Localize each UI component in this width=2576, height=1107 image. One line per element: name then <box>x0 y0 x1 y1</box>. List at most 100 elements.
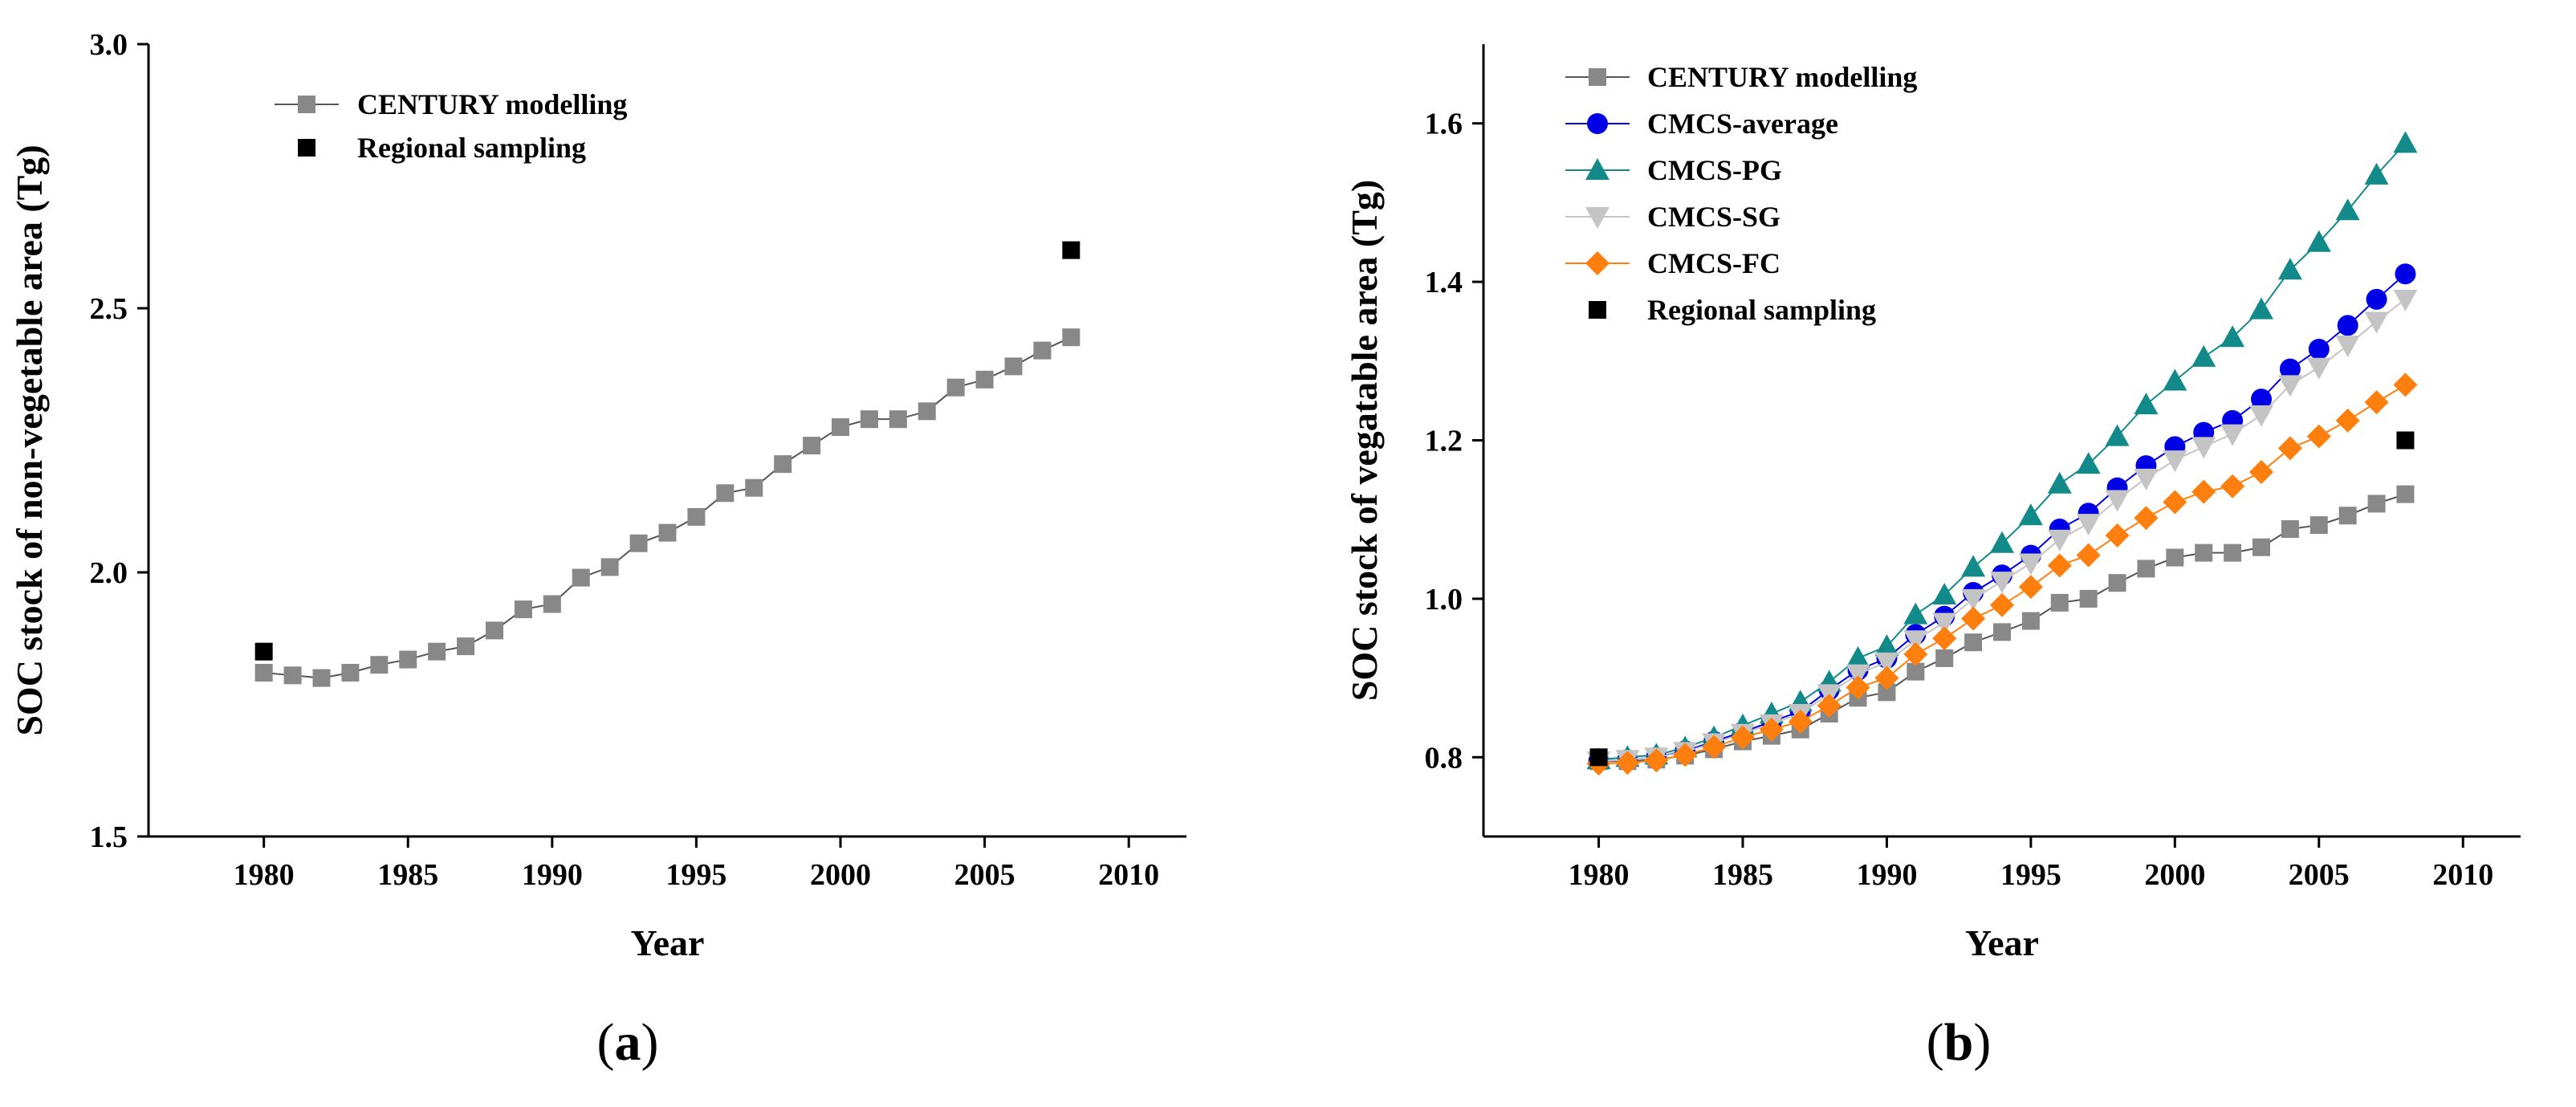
data-point-cmcs_fc <box>2134 506 2159 531</box>
data-point-century <box>975 370 994 389</box>
data-point-cmcs_pg <box>2249 297 2273 319</box>
legend-marker-cmcs_pg <box>1585 158 1609 180</box>
legend-marker-cmcs_average <box>1587 113 1608 134</box>
data-point-cmcs_fc <box>2364 390 2389 415</box>
data-point-century <box>1935 649 1954 667</box>
data-point-cmcs_pg <box>1874 634 1899 657</box>
data-point-cmcs_fc <box>1874 665 1899 690</box>
series-sampling <box>1589 431 2415 767</box>
data-point-cmcs_fc <box>2249 459 2273 484</box>
data-point-cmcs_sg <box>1903 630 1928 653</box>
data-point-century <box>543 595 561 613</box>
data-point-cmcs_sg <box>2220 424 2245 446</box>
data-point-century <box>600 558 619 576</box>
data-point-cmcs_pg <box>1990 531 2014 553</box>
data-point-century <box>2108 574 2126 592</box>
data-point-cmcs_pg <box>2076 452 2101 474</box>
data-point-century <box>918 402 936 421</box>
data-point-century <box>283 666 302 685</box>
data-point-century <box>312 669 331 687</box>
data-point-cmcs_average <box>2251 389 2272 410</box>
series-sampling <box>254 241 1080 661</box>
data-point-cmcs_pg <box>2018 503 2043 526</box>
data-point-cmcs_fc <box>2220 474 2245 499</box>
data-point-century <box>2050 593 2069 612</box>
y-tick-label: 3.0 <box>90 28 128 62</box>
x-tick-label: 1995 <box>2000 858 2061 892</box>
data-point-cmcs_fc <box>1615 751 1640 775</box>
data-point-cmcs_sg <box>2364 311 2389 334</box>
data-point-century <box>370 656 389 674</box>
data-point-cmcs_fc <box>2163 490 2187 515</box>
panel-label: (b) <box>1927 1013 1992 1072</box>
x-tick-label: 2000 <box>810 858 871 892</box>
data-point-century <box>341 664 360 682</box>
data-point-cmcs_fc <box>2306 424 2331 449</box>
data-point-cmcs_fc <box>2105 523 2130 547</box>
data-point-cmcs_fc <box>1702 735 1727 759</box>
data-point-century <box>1033 341 1052 360</box>
legend-label-sampling: Regional sampling <box>1647 294 1876 326</box>
data-point-cmcs_sg <box>1961 588 1986 611</box>
series-cmcs_average <box>1588 263 2416 772</box>
data-point-cmcs_fc <box>1817 694 1841 718</box>
legend: CENTURY modelling Regional sampling <box>275 88 627 164</box>
x-tick-label: 1990 <box>1856 858 1917 892</box>
data-point-century <box>2309 516 2328 535</box>
y-axis-label: SOC stock of vegatable area (Tg) <box>1344 180 1385 701</box>
data-point-cmcs_sg <box>2018 553 2043 576</box>
data-point-century <box>2137 560 2155 578</box>
x-tick-label: 1985 <box>377 858 438 892</box>
data-point-cmcs_fc <box>2335 408 2360 433</box>
data-point-cmcs_pg <box>2220 325 2245 348</box>
legend: CENTURY modelling CMCS-average CMCS-PG CMCS… <box>1565 61 1917 326</box>
data-point-cmcs_sg <box>2076 514 2101 536</box>
panel-b-chart: 1980 1985 1990 1995 2000 2005 2010 0.8 1.0 1.2 1.4… <box>1344 44 2521 1072</box>
x-tick-label: 1980 <box>1569 858 1630 892</box>
legend-marker-sampling <box>1589 301 1606 319</box>
data-point-century <box>832 418 849 437</box>
data-point-cmcs_pg <box>2047 471 2072 494</box>
y-tick-label: 1.0 <box>1425 583 1463 617</box>
x-tick-label: 1980 <box>234 858 295 892</box>
x-tick-label: 2010 <box>2432 858 2493 892</box>
data-point-century <box>774 455 792 474</box>
data-point-century <box>2396 485 2415 503</box>
y-tick-label: 2.0 <box>90 556 128 590</box>
data-point-century <box>745 478 763 497</box>
y-tick-label: 1.2 <box>1425 425 1463 458</box>
data-point-cmcs_pg <box>1932 582 1957 604</box>
data-point-cmcs_sg <box>2105 490 2130 512</box>
data-point-cmcs_fc <box>1673 743 1698 767</box>
data-point-century <box>1062 328 1080 347</box>
data-point-cmcs_fc <box>1788 709 1813 734</box>
data-point-century <box>572 568 590 587</box>
data-point-century <box>2166 548 2184 567</box>
data-point-century <box>2252 538 2270 556</box>
data-point-cmcs_pg <box>2163 368 2187 391</box>
data-point-century <box>2281 520 2299 539</box>
data-point-century <box>889 410 907 429</box>
y-axis-label: SOC stock of non-vegetable area (Tg) <box>9 144 50 735</box>
data-point-cmcs_pg <box>2277 258 2302 280</box>
data-point-cmcs_fc <box>1644 748 1669 773</box>
data-point-cmcs_average <box>2395 263 2416 285</box>
data-point-century <box>514 600 532 619</box>
legend-label-cmcs_pg: CMCS-PG <box>1647 154 1782 186</box>
data-point-century <box>2224 543 2242 562</box>
data-point-century <box>2021 612 2040 630</box>
x-axis-label: Year <box>631 922 705 963</box>
data-point-cmcs_sg <box>2191 437 2216 459</box>
data-point-cmcs_sg <box>1932 613 1957 635</box>
data-point-century <box>399 650 417 669</box>
data-point-cmcs_fc <box>1903 641 1928 666</box>
data-point-cmcs_pg <box>1846 645 1870 668</box>
data-point-cmcs_sg <box>2249 405 2273 427</box>
data-point-century <box>1907 662 1925 681</box>
data-point-century <box>2338 507 2357 525</box>
x-tick-label: 1990 <box>522 858 583 892</box>
y-tick-label: 1.6 <box>1425 108 1463 141</box>
data-point-cmcs_average <box>2279 358 2301 380</box>
legend-label-century: CENTURY modelling <box>357 88 627 120</box>
data-point-century <box>1004 357 1023 376</box>
